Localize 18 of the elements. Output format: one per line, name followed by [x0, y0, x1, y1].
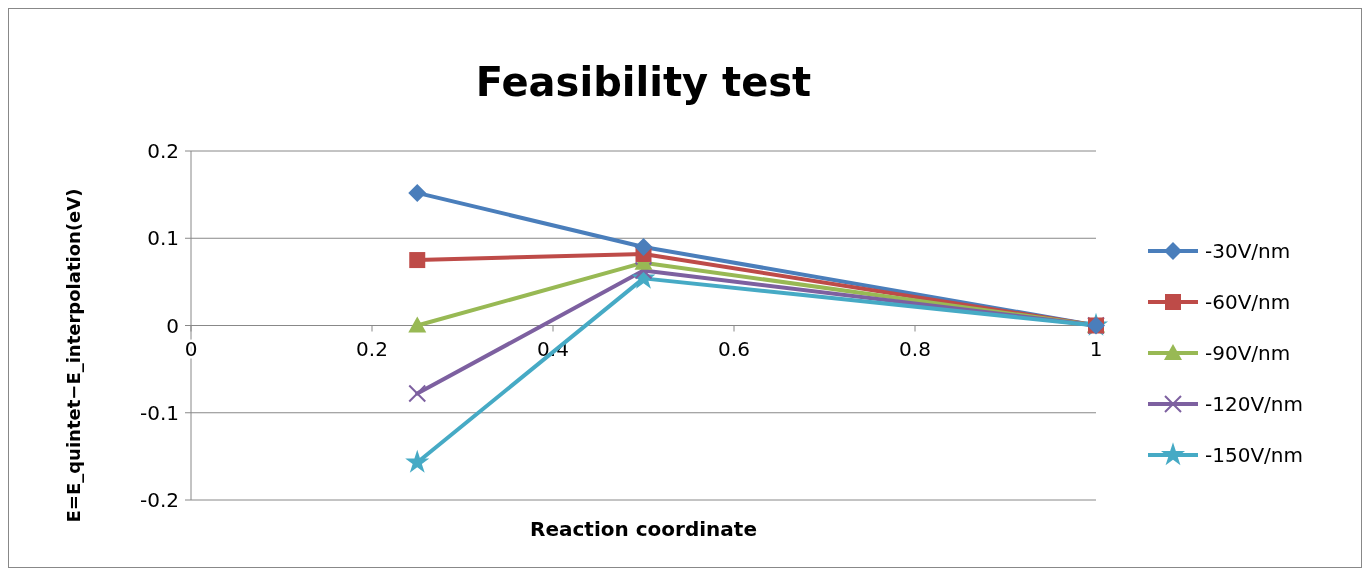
- x-tick-label: 0.8: [899, 336, 931, 361]
- y-axis-title: E=E_quintet−E_interpolation(eV): [63, 188, 84, 523]
- x-tick-label: 1: [1089, 336, 1103, 361]
- y-tick-label: -0.1: [139, 400, 179, 425]
- legend-label: -150V/nm: [1205, 443, 1303, 467]
- x-tick-label: 0: [184, 336, 198, 361]
- y-tick-label: -0.2: [139, 488, 179, 512]
- chart-title: Feasibility test: [475, 59, 812, 105]
- y-tick-label: 0.2: [147, 139, 179, 163]
- x-tick-label: 0.6: [718, 336, 750, 361]
- legend-label: -60V/nm: [1205, 290, 1291, 314]
- legend-label: -120V/nm: [1205, 392, 1303, 416]
- x-axis-title: Reaction coordinate: [530, 517, 757, 541]
- y-tick-label: 0: [166, 313, 179, 338]
- x-tick-label: 0.2: [356, 336, 388, 361]
- y-tick-label: 0.1: [147, 226, 179, 251]
- legend-label: -90V/nm: [1205, 341, 1291, 365]
- legend-label: -30V/nm: [1205, 239, 1291, 263]
